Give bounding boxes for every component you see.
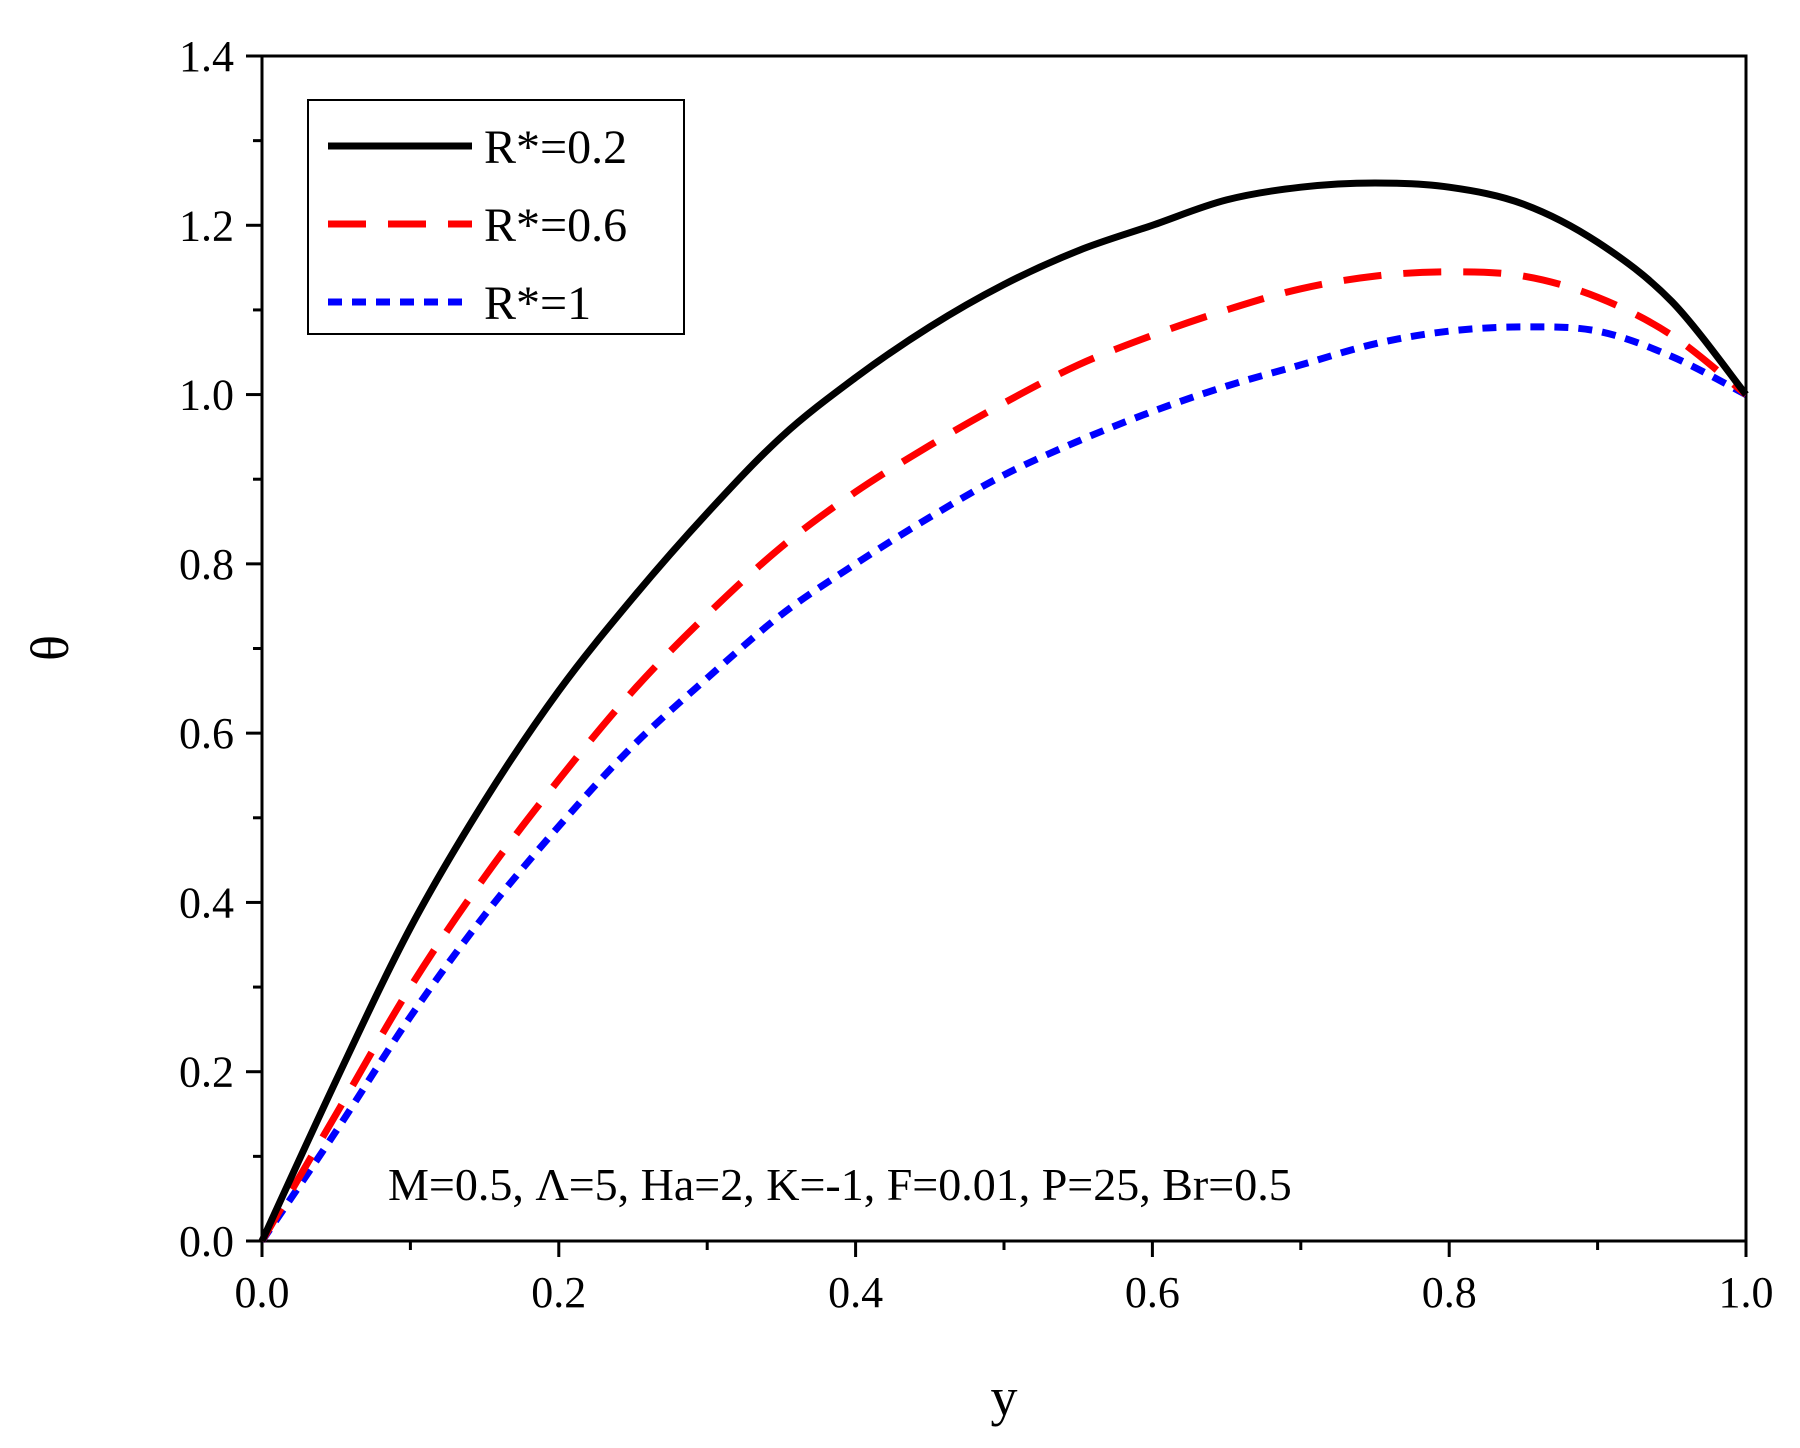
- series-line: [258, 179, 1749, 1243]
- legend-box: [307, 99, 685, 335]
- x-tick-label: 0.8: [1422, 1268, 1477, 1317]
- x-axis-title: y: [991, 1367, 1018, 1427]
- series-line: [258, 268, 1749, 1243]
- x-tick-label: 0.0: [235, 1268, 290, 1317]
- y-tick-label: 0.8: [179, 540, 234, 589]
- legend-label: R*=0.2: [484, 121, 627, 174]
- x-tick-label: 1.0: [1719, 1268, 1774, 1317]
- series-layer: [258, 179, 1749, 1243]
- x-tick-label: 0.2: [531, 1268, 586, 1317]
- y-tick-label: 1.4: [179, 32, 234, 81]
- y-tick-label: 0.4: [179, 878, 234, 927]
- tick-labels: 0.0 0.2 0.4 0.6 0.8 1.0 0.0 0.2 0.4 0.6 0.8 1.0 1.2 1…: [179, 32, 1774, 1317]
- y-tick-label: 1.2: [179, 201, 234, 250]
- y-tick-label: 0.0: [179, 1217, 234, 1266]
- legend-label: R*=1: [484, 277, 591, 330]
- legend-label: R*=0.6: [484, 199, 627, 252]
- legend-items: R*=0.2 R*=0.6 R*=1: [328, 121, 627, 330]
- y-axis-title: θ: [20, 635, 80, 661]
- axis-ticks: [246, 54, 1748, 1257]
- x-tick-label: 0.6: [1125, 1268, 1180, 1317]
- y-tick-label: 0.6: [179, 709, 234, 758]
- legend: R*=0.2 R*=0.6 R*=1: [307, 99, 685, 335]
- y-tick-label: 0.2: [179, 1048, 234, 1097]
- series-line: [259, 323, 1748, 1243]
- parameter-annotation: M=0.5, Λ=5, Ha=2, K=-1, F=0.01, P=25, Br…: [388, 1159, 1292, 1210]
- x-tick-label: 0.4: [828, 1268, 883, 1317]
- y-tick-label: 1.0: [179, 371, 234, 420]
